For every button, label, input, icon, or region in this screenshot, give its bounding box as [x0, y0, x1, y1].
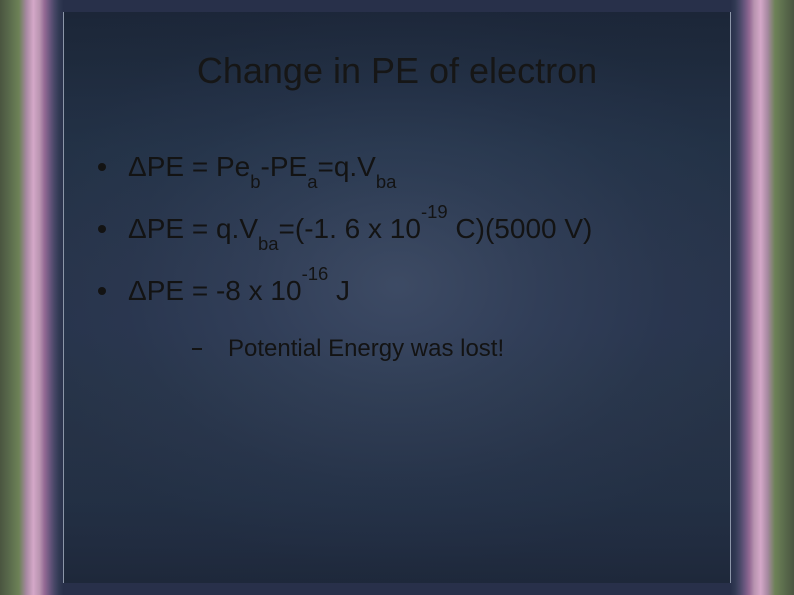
sub-bullet-text: Potential Energy was lost! [228, 333, 504, 365]
bullet-marker [98, 163, 106, 171]
sub-bullet-marker [192, 348, 202, 350]
slide-content: ΔPE = Peb-PEa=q.Vba ΔPE = q.Vba=(-1. 6 x… [98, 148, 710, 366]
slide-body: Change in PE of electron ΔPE = Peb-PEa=q… [63, 12, 731, 583]
bullet-text: ΔPE = -8 x 10-16 J [128, 272, 710, 310]
bullet-marker [98, 225, 106, 233]
bullet-text: ΔPE = q.Vba=(-1. 6 x 10-19 C)(5000 V) [128, 210, 710, 248]
bullet-item: ΔPE = -8 x 10-16 J [98, 272, 710, 310]
bullet-item: ΔPE = Peb-PEa=q.Vba [98, 148, 710, 186]
sub-bullet-item: Potential Energy was lost! [192, 333, 710, 365]
bullet-marker [98, 287, 106, 295]
bullet-item: ΔPE = q.Vba=(-1. 6 x 10-19 C)(5000 V) [98, 210, 710, 248]
slide-title: Change in PE of electron [64, 50, 730, 92]
bullet-text: ΔPE = Peb-PEa=q.Vba [128, 148, 710, 186]
